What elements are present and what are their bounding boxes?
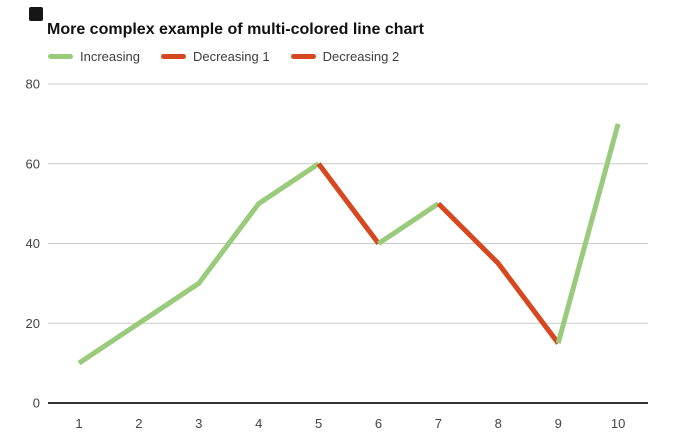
line-segment-increasing [555,123,621,344]
legend-item-increasing: Increasing [48,49,140,64]
line-segment-decreasing-2 [436,201,561,345]
legend-label: Decreasing 2 [322,48,400,64]
x-tick-label: 8 [495,416,502,431]
x-tick-label: 2 [135,416,142,431]
y-tick-label: 80 [26,77,40,92]
x-tick-label: 9 [555,416,562,431]
legend-item-decreasing-1: Decreasing 1 [160,48,270,64]
legend-item-decreasing-2: Decreasing 2 [290,48,400,64]
legend-label: Increasing [80,48,140,64]
y-tick-label: 60 [26,156,40,171]
legend-swatch-decreasing-1 [160,53,186,59]
line-segment-decreasing-1 [316,162,381,246]
x-tick-label: 10 [611,416,625,431]
chart-title: More complex example of multi-colored li… [47,21,424,38]
y-tick-label: 0 [33,396,40,411]
x-tick-label: 7 [435,416,442,431]
black-square-marker [29,7,43,21]
line-segment-increasing [377,201,440,246]
legend-swatch-decreasing-2 [290,53,316,59]
x-tick-label: 1 [75,416,82,431]
x-tick-label: 5 [315,416,322,431]
y-tick-label: 40 [26,236,40,251]
legend-label: Decreasing 1 [192,48,270,64]
x-tick-label: 4 [255,416,262,431]
legend: Increasing Decreasing 1 Decreasing 2 [48,48,420,64]
x-tick-label: 3 [195,416,202,431]
y-tick-label: 20 [26,316,40,331]
legend-swatch-increasing [48,53,73,59]
x-tick-label: 6 [375,416,382,431]
line-segment-increasing [77,161,320,366]
